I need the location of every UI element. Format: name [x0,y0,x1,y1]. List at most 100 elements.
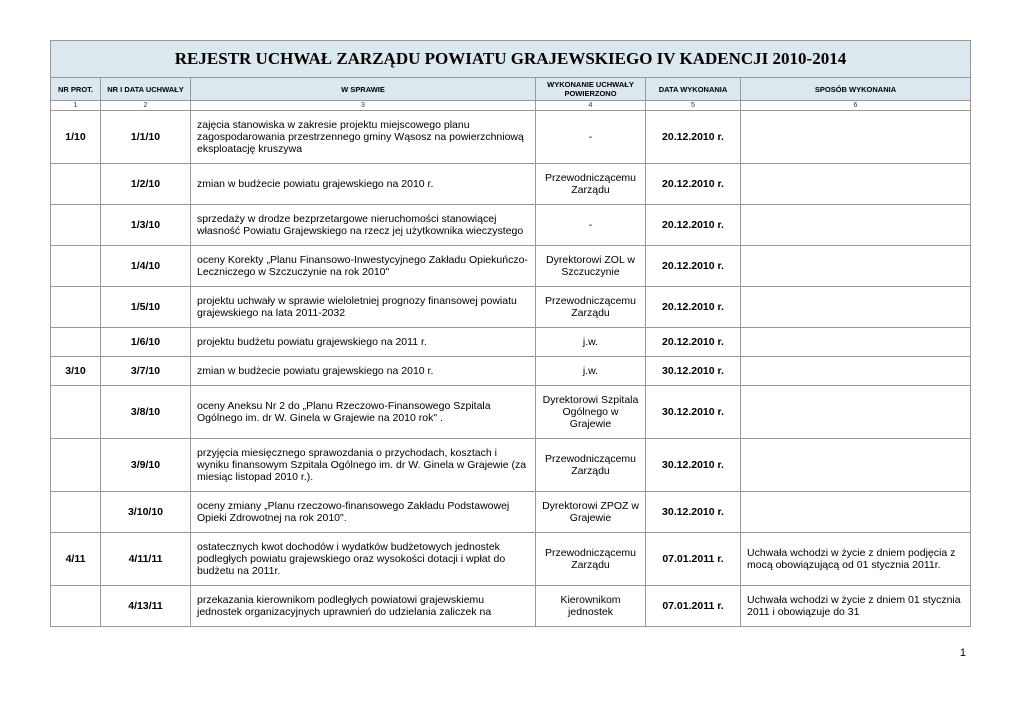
colnum-4: 4 [536,101,646,111]
cell-nr-prot [51,328,101,357]
cell-sposob [741,164,971,205]
cell-sposob [741,357,971,386]
colnum-1: 1 [51,101,101,111]
cell-w-sprawie: oceny Aneksu Nr 2 do „Planu Rzeczowo-Fin… [191,386,536,439]
cell-data-wykonania: 20.12.2010 r. [646,164,741,205]
cell-data-wykonania: 20.12.2010 r. [646,246,741,287]
cell-nr-uchwaly: 1/5/10 [101,287,191,328]
cell-nr-prot [51,287,101,328]
cell-w-sprawie: ostatecznych kwot dochodów i wydatków bu… [191,533,536,586]
colnum-5: 5 [646,101,741,111]
title-row: REJESTR UCHWAŁ ZARZĄDU POWIATU GRAJEWSKI… [51,41,971,78]
cell-nr-uchwaly: 1/4/10 [101,246,191,287]
cell-data-wykonania: 07.01.2011 r. [646,586,741,627]
cell-nr-uchwaly: 4/13/11 [101,586,191,627]
cell-nr-uchwaly: 3/7/10 [101,357,191,386]
page-number: 1 [50,647,970,659]
register-table: REJESTR UCHWAŁ ZARZĄDU POWIATU GRAJEWSKI… [50,40,971,627]
cell-nr-prot [51,164,101,205]
colnum-3: 3 [191,101,536,111]
cell-wykonanie: Dyrektorowi ZPOZ w Grajewie [536,492,646,533]
cell-wykonanie: Dyrektorowi ZOL w Szczuczynie [536,246,646,287]
colnum-2: 2 [101,101,191,111]
cell-nr-prot: 1/10 [51,111,101,164]
cell-data-wykonania: 30.12.2010 r. [646,357,741,386]
cell-sposob [741,386,971,439]
cell-nr-prot [51,439,101,492]
cell-sposob: Uchwała wchodzi w życie z dniem 01 stycz… [741,586,971,627]
cell-nr-prot [51,246,101,287]
cell-nr-prot [51,492,101,533]
table-row: 1/101/1/10zajęcia stanowiska w zakresie … [51,111,971,164]
table-row: 1/5/10projektu uchwały w sprawie wielole… [51,287,971,328]
cell-wykonanie: Przewodniczącemu Zarządu [536,439,646,492]
header-nr-data: NR I DATA UCHWAŁY [101,78,191,101]
cell-w-sprawie: zmian w budżecie powiatu grajewskiego na… [191,164,536,205]
cell-sposob [741,111,971,164]
cell-data-wykonania: 30.12.2010 r. [646,386,741,439]
column-number-row: 1 2 3 4 5 6 [51,101,971,111]
header-sposob: SPOSÓB WYKONANIA [741,78,971,101]
cell-w-sprawie: przekazania kierownikom podległych powia… [191,586,536,627]
table-row: 4/114/11/11ostatecznych kwot dochodów i … [51,533,971,586]
header-row: NR PROT. NR I DATA UCHWAŁY W SPRAWIE WYK… [51,78,971,101]
cell-nr-uchwaly: 3/8/10 [101,386,191,439]
cell-wykonanie: Przewodniczącemu Zarządu [536,164,646,205]
cell-wykonanie: j.w. [536,328,646,357]
cell-w-sprawie: przyjęcia miesięcznego sprawozdania o pr… [191,439,536,492]
cell-data-wykonania: 20.12.2010 r. [646,111,741,164]
table-row: 1/6/10projektu budżetu powiatu grajewski… [51,328,971,357]
cell-nr-uchwaly: 1/3/10 [101,205,191,246]
cell-nr-prot [51,205,101,246]
cell-w-sprawie: zajęcia stanowiska w zakresie projektu m… [191,111,536,164]
cell-wykonanie: Przewodniczącemu Zarządu [536,533,646,586]
cell-wykonanie: Kierownikom jednostek [536,586,646,627]
cell-nr-uchwaly: 1/2/10 [101,164,191,205]
cell-nr-prot [51,586,101,627]
header-data-wyk: DATA WYKONANIA [646,78,741,101]
cell-sposob [741,287,971,328]
header-w-sprawie: W SPRAWIE [191,78,536,101]
cell-nr-prot [51,386,101,439]
cell-data-wykonania: 20.12.2010 r. [646,205,741,246]
cell-data-wykonania: 30.12.2010 r. [646,492,741,533]
colnum-6: 6 [741,101,971,111]
cell-sposob [741,328,971,357]
cell-nr-uchwaly: 3/9/10 [101,439,191,492]
cell-sposob [741,246,971,287]
table-row: 4/13/11przekazania kierownikom podległyc… [51,586,971,627]
table-row: 3/8/10oceny Aneksu Nr 2 do „Planu Rzeczo… [51,386,971,439]
cell-nr-prot: 3/10 [51,357,101,386]
cell-w-sprawie: sprzedaży w drodze bezprzetargowe nieruc… [191,205,536,246]
cell-sposob [741,492,971,533]
cell-sposob: Uchwała wchodzi w życie z dniem podjęcia… [741,533,971,586]
document-page: REJESTR UCHWAŁ ZARZĄDU POWIATU GRAJEWSKI… [50,40,970,659]
cell-data-wykonania: 30.12.2010 r. [646,439,741,492]
cell-data-wykonania: 20.12.2010 r. [646,328,741,357]
cell-sposob [741,205,971,246]
cell-sposob [741,439,971,492]
cell-wykonanie: Przewodniczącemu Zarządu [536,287,646,328]
cell-wykonanie: - [536,205,646,246]
cell-nr-uchwaly: 1/6/10 [101,328,191,357]
cell-data-wykonania: 20.12.2010 r. [646,287,741,328]
cell-w-sprawie: oceny Korekty „Planu Finansowo-Inwestycy… [191,246,536,287]
table-row: 1/3/10sprzedaży w drodze bezprzetargowe … [51,205,971,246]
cell-w-sprawie: zmian w budżecie powiatu grajewskiego na… [191,357,536,386]
cell-nr-prot: 4/11 [51,533,101,586]
table-row: 1/4/10oceny Korekty „Planu Finansowo-Inw… [51,246,971,287]
cell-w-sprawie: projektu budżetu powiatu grajewskiego na… [191,328,536,357]
table-row: 3/9/10przyjęcia miesięcznego sprawozdani… [51,439,971,492]
cell-w-sprawie: projektu uchwały w sprawie wieloletniej … [191,287,536,328]
header-nr-prot: NR PROT. [51,78,101,101]
cell-nr-uchwaly: 1/1/10 [101,111,191,164]
table-row: 3/10/10oceny zmiany „Planu rzeczowo-fina… [51,492,971,533]
header-wykonanie: WYKONANIE UCHWAŁY POWIERZONO [536,78,646,101]
cell-nr-uchwaly: 3/10/10 [101,492,191,533]
table-row: 1/2/10zmian w budżecie powiatu grajewski… [51,164,971,205]
cell-w-sprawie: oceny zmiany „Planu rzeczowo-finansowego… [191,492,536,533]
table-row: 3/103/7/10zmian w budżecie powiatu graje… [51,357,971,386]
document-title: REJESTR UCHWAŁ ZARZĄDU POWIATU GRAJEWSKI… [51,41,971,78]
cell-wykonanie: Dyrektorowi Szpitala Ogólnego w Grajewie [536,386,646,439]
cell-wykonanie: j.w. [536,357,646,386]
